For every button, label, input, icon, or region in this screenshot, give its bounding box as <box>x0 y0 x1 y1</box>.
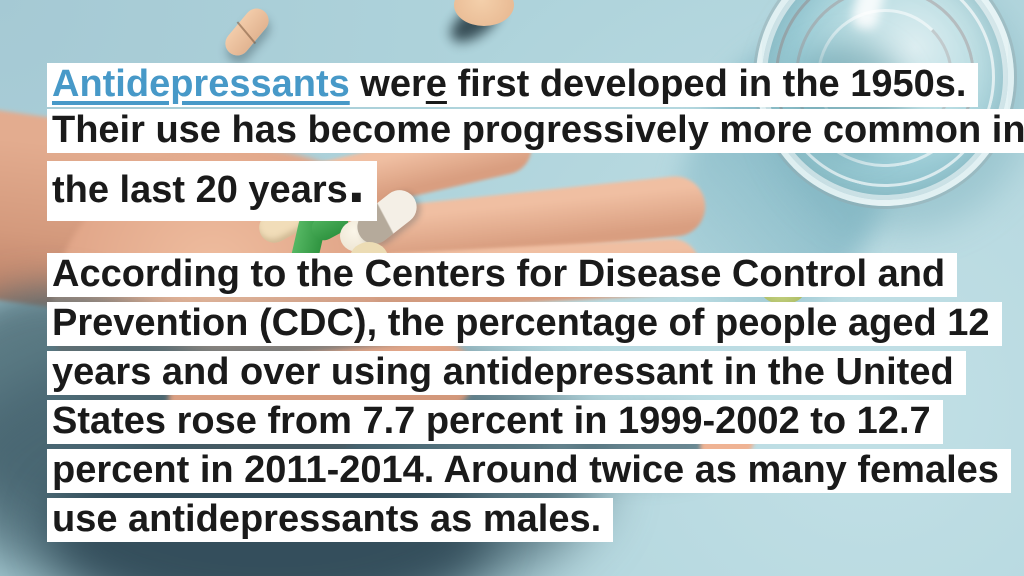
oversized-period: . <box>347 147 365 216</box>
paragraph-intro: Antidepressants were first developed in … <box>47 63 1024 223</box>
text-line: use antidepressants as males. <box>47 498 614 542</box>
text-line: percent in 2011-2014. Around twice as ma… <box>47 449 1011 493</box>
text-line: Prevention (CDC), the percentage of peop… <box>47 302 1002 346</box>
text-segment-underlined: e <box>425 63 447 105</box>
text-segment: wer <box>349 63 426 105</box>
antidepressants-link[interactable]: Antidepressants <box>52 63 350 105</box>
text-line: Antidepressants were first developed in … <box>47 63 979 107</box>
text-line: the last 20 years. <box>47 151 377 221</box>
text-segment: first developed in the 1950s. <box>446 63 967 105</box>
text-segment: the last 20 years <box>52 169 348 211</box>
text-line: years and over using antidepressant in t… <box>47 351 966 395</box>
text-line: According to the Centers for Disease Con… <box>47 253 958 297</box>
text-line: States rose from 7.7 percent in 1999-200… <box>47 400 943 444</box>
text-line: Their use has become progressively more … <box>47 109 1024 153</box>
paragraph-cdc-stats: According to the Centers for Disease Con… <box>47 253 1011 547</box>
